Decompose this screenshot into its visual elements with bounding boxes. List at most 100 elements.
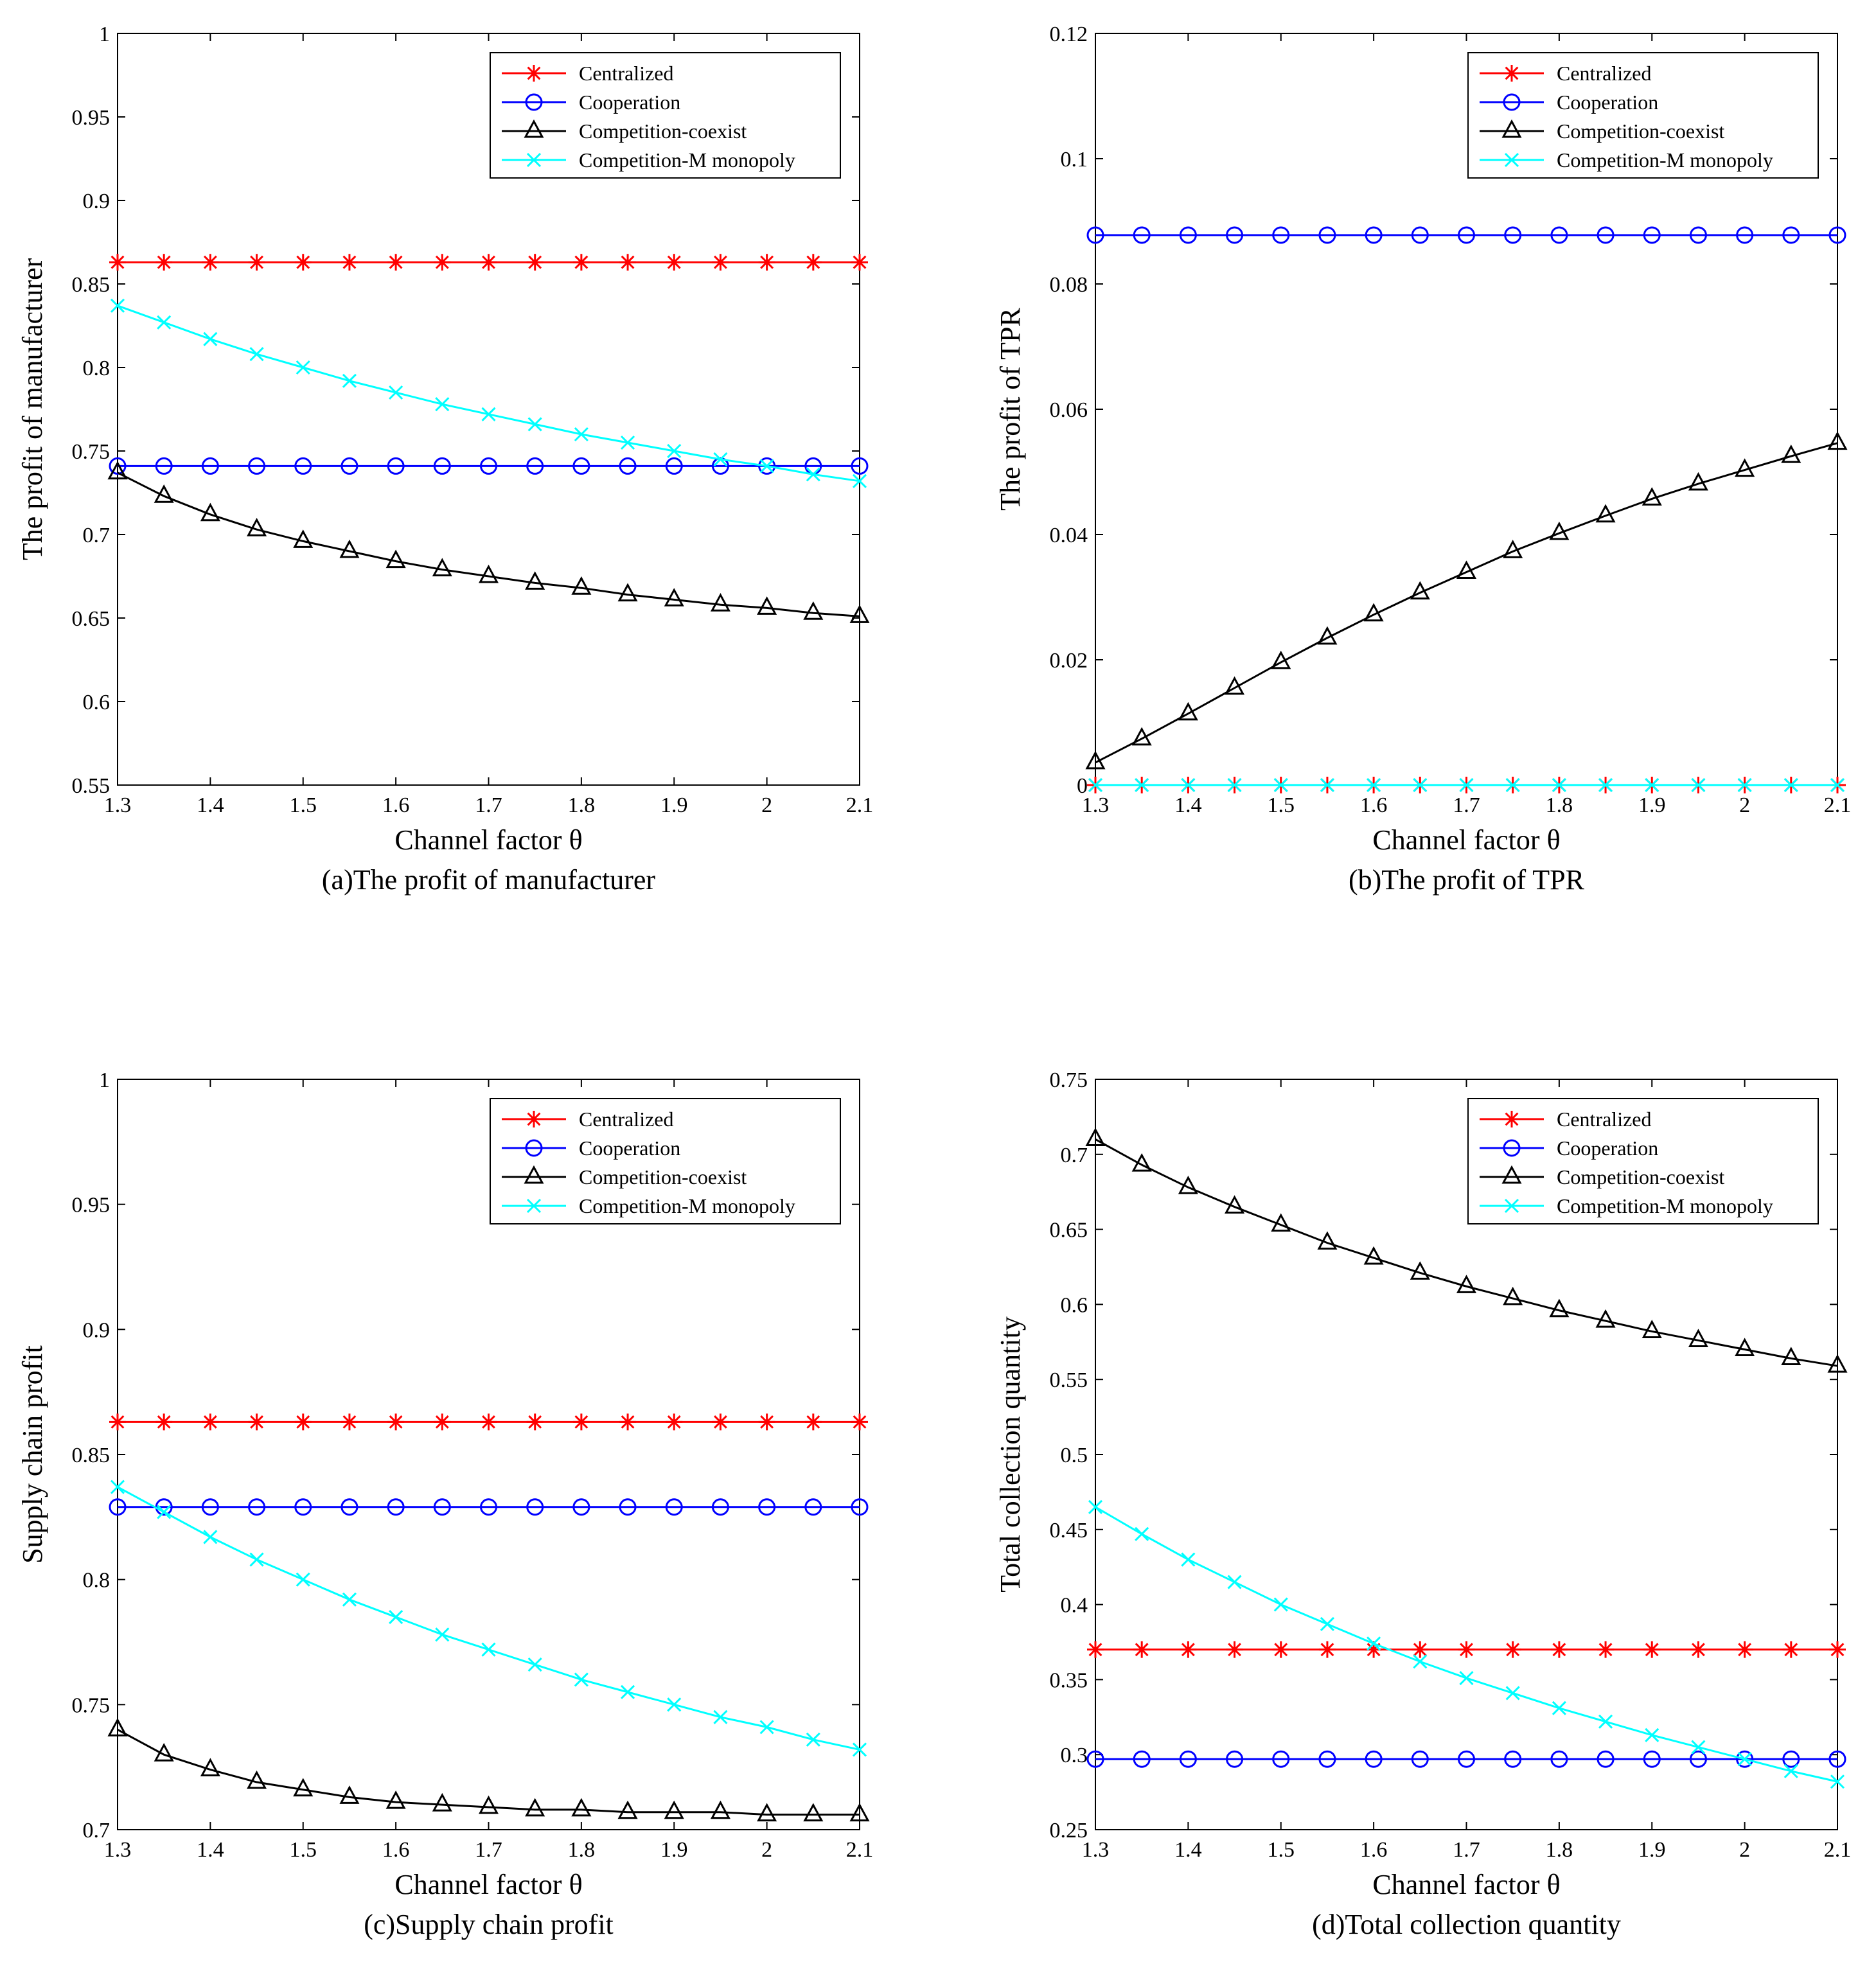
- x-tick-label: 1.8: [1546, 1838, 1573, 1862]
- data-point-x: [1227, 1575, 1242, 1589]
- x-tick-label: 1.5: [290, 1838, 317, 1862]
- data-point-x: [1645, 1728, 1659, 1742]
- data-point-triangle: [385, 549, 406, 569]
- data-point-circle: [248, 1498, 266, 1516]
- panel-caption: (a)The profit of manufacturer: [322, 864, 656, 896]
- series-triangle: [107, 1718, 870, 1822]
- data-point-circle: [619, 1498, 637, 1516]
- y-tick-label: 0.45: [1050, 1519, 1088, 1542]
- y-tick-label: 0.3: [1061, 1744, 1088, 1767]
- data-point-x: [713, 452, 728, 467]
- y-tick-label: 0.35: [1050, 1668, 1088, 1692]
- series-star: [109, 254, 868, 271]
- data-point-circle: [294, 457, 312, 475]
- data-point-star: [1782, 1641, 1800, 1658]
- legend-marker-circle: [1503, 93, 1521, 111]
- data-point-x: [1088, 777, 1103, 793]
- legend: Centralized Cooperation Competition-coexis…: [490, 52, 841, 179]
- legend-label: Competition-coexist: [579, 119, 747, 143]
- data-point-circle: [1782, 1750, 1800, 1768]
- data-point-star: [1133, 1641, 1151, 1658]
- data-point-star: [434, 1413, 451, 1431]
- data-point-triangle: [1085, 1127, 1106, 1146]
- y-tick-label: 0.4: [1061, 1594, 1088, 1618]
- data-point-star: [666, 1413, 683, 1431]
- legend-label: Competition-M monopoly: [1557, 1194, 1773, 1217]
- data-point-star: [155, 1413, 173, 1431]
- data-point-x: [110, 298, 125, 313]
- legend: Centralized Cooperation Competition-coexis…: [1467, 1098, 1819, 1224]
- data-point-x: [806, 467, 820, 482]
- data-point-circle: [294, 1498, 312, 1516]
- x-tick-label: 1.5: [1268, 1838, 1295, 1862]
- x-tick-label: 1.3: [1082, 793, 1110, 817]
- data-point-star: [758, 254, 775, 271]
- legend-marker-triangle: [524, 1165, 544, 1184]
- y-tick-label: 0.8: [83, 1569, 111, 1593]
- data-point-x: [481, 407, 496, 421]
- data-point-x: [157, 315, 172, 330]
- panel-caption: (b)The profit of TPR: [1349, 864, 1585, 896]
- data-point-triangle: [617, 1800, 638, 1819]
- data-point-x: [1459, 777, 1474, 793]
- data-point-x: [389, 385, 403, 400]
- data-point-triangle: [478, 1795, 499, 1814]
- data-point-circle: [1550, 1750, 1568, 1768]
- x-tick-label: 1.9: [660, 1838, 688, 1862]
- data-point-star: [294, 254, 312, 271]
- data-point-circle: [1736, 226, 1754, 244]
- data-point-triangle: [1178, 702, 1198, 721]
- data-point-triangle: [1735, 1338, 1755, 1356]
- data-point-star: [619, 254, 637, 271]
- x-tick-label: 2: [761, 793, 772, 817]
- data-point-x: [1181, 1552, 1196, 1567]
- data-point-triangle: [1827, 1354, 1848, 1373]
- legend-label: Competition-M monopoly: [579, 148, 795, 172]
- data-point-circle: [480, 457, 497, 475]
- data-point-triangle: [339, 539, 360, 558]
- data-point-x: [1181, 777, 1196, 793]
- x-tick-label: 1.9: [1638, 793, 1666, 817]
- data-point-triangle: [1410, 581, 1430, 600]
- data-point-circle: [1504, 226, 1522, 244]
- chart-panel-2: 1.3 1.4 1.5 1.6 1.7 1.8 1.9 2 2.1 0 0.02 0.04 0.06 0.…: [995, 22, 1851, 896]
- data-point-star: [1597, 1641, 1615, 1658]
- x-tick-label: 1.5: [290, 793, 317, 817]
- data-point-star: [758, 1413, 775, 1431]
- legend-marker-star: [1503, 1111, 1520, 1127]
- data-point-x: [1413, 1654, 1428, 1669]
- data-point-circle: [1828, 1750, 1846, 1768]
- data-point-circle: [1597, 1750, 1615, 1768]
- x-tick-label: 1.6: [1360, 793, 1388, 817]
- data-point-star: [712, 254, 729, 271]
- data-point-triangle: [1688, 472, 1708, 491]
- series-circle: [1086, 1750, 1846, 1768]
- x-tick-label: 1.4: [197, 1838, 224, 1862]
- x-tick-label: 1.7: [1453, 1838, 1480, 1862]
- legend: Centralized Cooperation Competition-coexis…: [490, 1098, 841, 1224]
- data-point-circle: [201, 457, 219, 475]
- data-point-circle: [1226, 226, 1244, 244]
- data-point-triangle: [757, 596, 777, 615]
- data-point-star: [572, 1413, 590, 1431]
- y-axis-label: The profit of manufacturer: [17, 258, 48, 560]
- y-tick-label: 0.65: [72, 607, 111, 631]
- y-tick-label: 0.02: [1050, 649, 1088, 673]
- data-point-x: [1830, 1774, 1845, 1789]
- x-tick-label: 1.5: [1268, 793, 1295, 817]
- data-point-x: [667, 1697, 682, 1712]
- x-tick-label: 1.3: [104, 1838, 132, 1862]
- data-point-star: [202, 1413, 219, 1431]
- data-point-triangle: [1178, 1176, 1198, 1194]
- data-point-star: [804, 1413, 822, 1431]
- data-point-x: [527, 1657, 542, 1672]
- panel-caption: (c)Supply chain profit: [364, 1909, 614, 1940]
- y-axis-label: Total collection quantity: [995, 1316, 1026, 1592]
- data-point-x: [1552, 777, 1566, 793]
- data-point-x: [1320, 777, 1335, 793]
- series-circle: [109, 1498, 869, 1516]
- legend-marker-triangle: [1501, 1165, 1522, 1184]
- y-tick-label: 0.06: [1050, 398, 1088, 422]
- series-triangle: [107, 461, 870, 623]
- series-line: [117, 1728, 860, 1816]
